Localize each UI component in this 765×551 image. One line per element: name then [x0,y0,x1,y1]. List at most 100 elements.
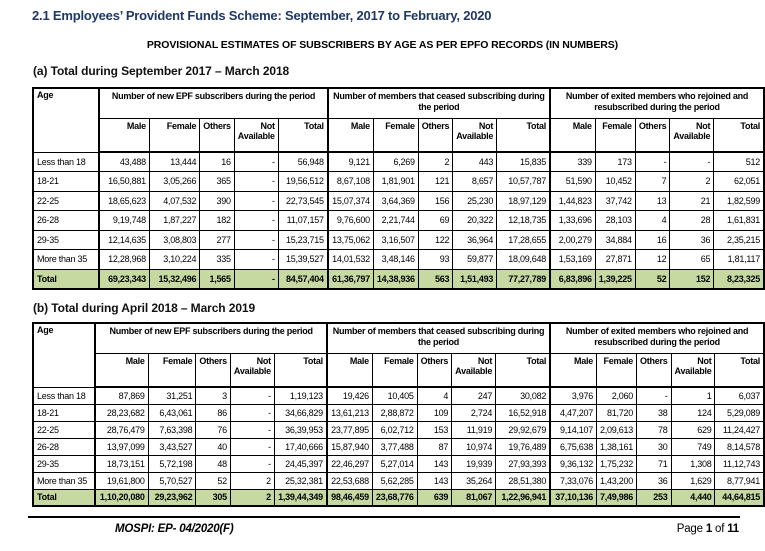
value-cell: 5,62,285 [371,471,418,490]
value-cell: - [229,403,275,422]
value-cell: 69 [417,210,454,231]
page-of-label: of [715,523,725,535]
value-cell: 61,36,797 [326,268,374,290]
table-row: Less than 18 87,869 31,251 3-1,19,123 19,426… [32,386,765,405]
value-cell: 11,07,157 [277,210,329,231]
value-cell: 2,88,872 [371,403,418,422]
value-cell: 9,14,107 [549,420,597,439]
table-row: 29-35 18,73,151 5,72,198 48-24,45,397 22,46,… [32,454,765,473]
value-cell: 27,93,393 [495,454,551,473]
value-cell: 62,051 [713,171,765,192]
value-cell: 1,82,599 [713,190,765,211]
age-cell: 22-25 [32,190,100,211]
col-header-total: Total [714,352,765,388]
age-cell: 22-25 [32,420,96,439]
value-cell: 17,40,666 [273,437,328,456]
value-cell: - [669,151,715,172]
value-cell: 15,87,940 [325,437,373,456]
value-cell: 15,07,374 [326,190,374,211]
value-cell: 3,77,488 [371,437,418,456]
value-cell: 19,76,489 [495,437,551,456]
value-cell: 11,919 [451,420,497,439]
value-cell: 48 [195,454,231,473]
value-cell: - [229,386,275,405]
value-cell: 11,24,427 [714,420,765,439]
total-label-cell: Total [32,268,100,290]
value-cell: 390 [199,190,235,211]
value-cell: 124 [670,403,716,422]
value-cell: - [229,437,275,456]
value-cell: 2 [229,471,275,490]
value-cell: 1,44,823 [549,190,596,211]
value-cell: - [233,151,279,172]
value-cell: 36 [669,229,715,250]
value-cell: 7,63,398 [147,420,197,439]
value-cell: 15,32,496 [148,268,201,290]
value-cell: 152 [669,268,715,290]
value-cell: 156 [417,190,454,211]
page-current: 1 [705,523,713,535]
footer-page-number: Page 1 of 11 [677,523,739,535]
value-cell: 9,76,600 [326,210,374,231]
value-cell: 1,81,117 [713,249,765,270]
value-cell: 18,65,623 [98,190,150,211]
value-cell: 36 [636,471,672,490]
value-cell: 84,57,404 [277,268,329,290]
footer-divider [28,516,740,518]
value-cell: 23,68,776 [371,488,418,507]
value-cell: 3 [195,386,231,405]
page-label: Page [676,523,703,535]
value-cell: 18,97,129 [496,190,551,211]
col-header-not-available: Not Available [669,117,715,153]
value-cell: - [636,386,672,405]
value-cell: 21 [669,190,715,211]
age-cell: Less than 18 [32,386,96,405]
col-header-female: Female [594,117,636,153]
table-header: Age Number of new EPF subscribers during… [32,322,765,388]
col-header-total: Total [273,352,328,388]
page-total: 11 [727,523,739,535]
value-cell: 1,75,232 [595,454,638,473]
value-cell: 51,590 [549,171,596,192]
value-cell: 1,22,96,941 [495,488,551,507]
value-cell: 17,28,655 [496,229,551,250]
value-cell: 13,75,062 [326,229,374,250]
age-cell: 18-21 [32,403,96,422]
value-cell: 253 [636,488,672,507]
value-cell: 65 [669,249,715,270]
value-cell: 8,657 [452,171,498,192]
value-cell: 8,14,578 [714,437,765,456]
table-row: 22-25 18,65,623 4,07,532 390-22,73,545 15,07… [32,190,765,211]
value-cell: 305 [195,488,231,507]
value-cell: 1 [670,386,716,405]
value-cell: 6,43,061 [147,403,197,422]
col-header-total: Total [713,117,765,153]
value-cell: 10,452 [594,171,636,192]
value-cell: 5,72,198 [147,454,197,473]
value-cell: 11,12,743 [714,454,765,473]
age-cell: 26-28 [32,210,100,231]
value-cell: 16 [634,229,671,250]
value-cell: 28,51,380 [495,471,551,490]
col-header-not-available: Not Available [233,117,279,153]
value-cell: 3,16,507 [372,229,419,250]
value-cell: 13,444 [148,151,201,172]
total-row: Total 1,10,20,080 29,23,962 305 2 1,39,44,349… [32,488,765,507]
col-header-others: Others [416,352,453,388]
value-cell: 563 [417,268,454,290]
value-cell: 121 [417,171,454,192]
value-cell: - [233,229,279,250]
value-cell: 2 [417,151,454,172]
value-cell: 76 [195,420,231,439]
value-cell: 52 [195,471,231,490]
value-cell: 24,45,397 [273,454,328,473]
page-subtitle: PROVISIONAL ESTIMATES OF SUBSCRIBERS BY … [146,39,619,51]
group-header-new-subscribers: Number of new EPF subscribers during the… [98,87,329,119]
value-cell: 13,97,099 [94,437,149,456]
value-cell: 339 [549,151,596,172]
age-cell: More than 35 [32,471,96,490]
value-cell: - [233,249,279,270]
value-cell: 28 [669,210,715,231]
table-row: 18-21 16,50,881 3,05,266 365-19,56,512 8,67,… [32,171,765,192]
value-cell: 2,00,279 [549,229,596,250]
